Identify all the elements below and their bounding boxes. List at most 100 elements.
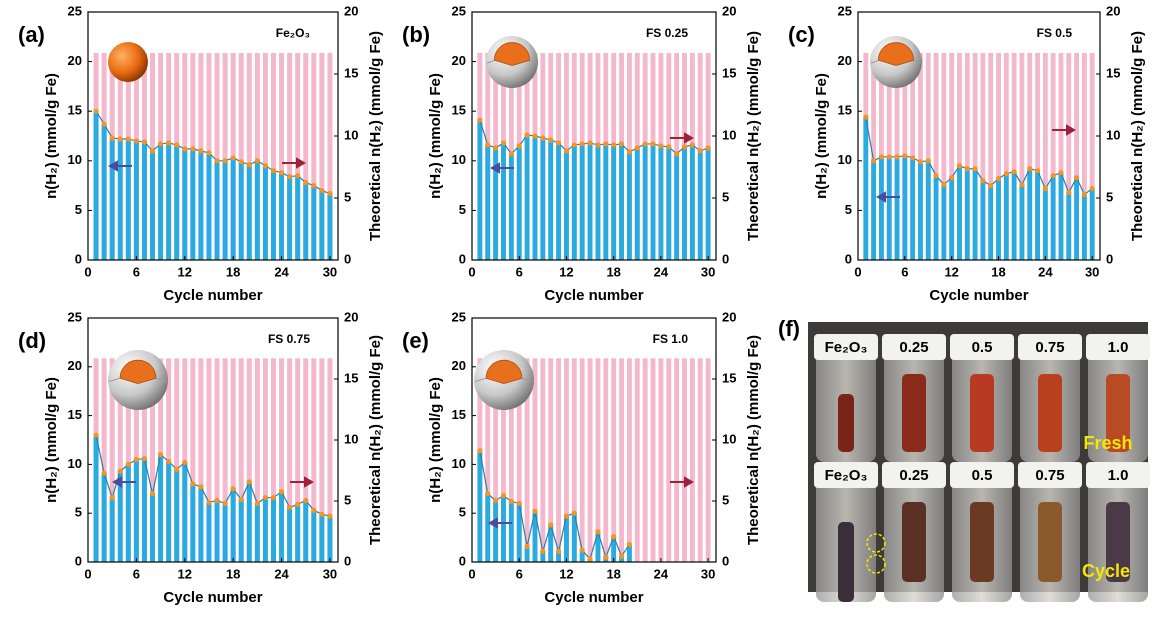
data-marker xyxy=(206,499,212,506)
vial-label: Fe₂O₃ xyxy=(825,467,868,484)
data-marker xyxy=(93,108,99,114)
theoretical-bar xyxy=(279,358,285,562)
x-tick-label: 0 xyxy=(468,264,475,279)
bar xyxy=(246,481,252,562)
data-marker xyxy=(894,154,900,160)
powder xyxy=(1106,374,1130,452)
bar xyxy=(117,471,123,562)
theoretical-bar xyxy=(230,358,236,562)
data-marker xyxy=(246,162,252,168)
y2-tick-label: 20 xyxy=(1106,3,1120,18)
bar xyxy=(287,176,293,260)
data-marker xyxy=(595,142,601,148)
data-marker xyxy=(508,151,514,157)
data-line xyxy=(95,110,331,195)
data-marker xyxy=(516,143,522,149)
data-marker xyxy=(117,136,123,142)
theoretical-bar xyxy=(611,358,617,562)
theoretical-bar xyxy=(501,358,506,562)
bar xyxy=(689,144,695,260)
panel-label: (d) xyxy=(18,328,46,353)
bar xyxy=(524,135,530,260)
data-marker xyxy=(642,141,648,147)
data-marker xyxy=(174,466,180,472)
data-marker xyxy=(174,142,180,148)
data-marker xyxy=(972,166,978,172)
data-marker xyxy=(246,479,252,485)
y-tick-label: 15 xyxy=(68,407,82,422)
bar xyxy=(198,150,204,260)
particle-cut xyxy=(109,377,167,382)
bar xyxy=(319,514,325,562)
bar xyxy=(501,142,506,260)
x-tick-label: 18 xyxy=(606,566,620,581)
bar xyxy=(918,161,923,260)
data-marker xyxy=(886,154,892,160)
y-axis-label: n(H₂) (mmol/g Fe) xyxy=(43,73,60,199)
bar xyxy=(327,516,333,562)
powder xyxy=(1038,374,1062,452)
theoretical-bar xyxy=(682,358,687,562)
theoretical-bar xyxy=(689,358,695,562)
theoretical-bar xyxy=(705,358,711,562)
theoretical-bar xyxy=(603,358,609,562)
data-marker xyxy=(956,163,963,169)
bar xyxy=(101,124,107,260)
bar xyxy=(878,156,884,260)
theoretical-bar xyxy=(532,358,538,562)
theoretical-bar xyxy=(658,358,664,562)
x-tick-label: 18 xyxy=(606,264,620,279)
bar xyxy=(674,153,680,260)
data-marker xyxy=(1089,185,1095,192)
bar xyxy=(262,165,268,260)
bar xyxy=(988,185,994,260)
data-marker xyxy=(579,547,585,553)
theoretical-bar xyxy=(327,358,333,562)
bar xyxy=(1081,194,1087,260)
theoretical-bar xyxy=(595,358,601,562)
x-tick-label: 24 xyxy=(274,264,289,279)
bar xyxy=(230,488,236,562)
data-marker xyxy=(287,504,293,510)
bar xyxy=(238,499,244,562)
bar xyxy=(311,510,317,562)
data-marker xyxy=(697,148,703,154)
data-marker xyxy=(190,481,196,487)
theoretical-bar xyxy=(295,52,301,260)
y2-axis-label: Theoretical n(H₂) (mmol/g Fe) xyxy=(367,335,384,545)
bar xyxy=(548,139,554,260)
bar xyxy=(230,157,236,260)
y-tick-label: 25 xyxy=(68,3,82,18)
sample-label: FS 0.75 xyxy=(268,332,310,346)
bar xyxy=(198,486,204,562)
data-marker xyxy=(1027,166,1033,172)
bar xyxy=(125,464,131,562)
data-marker xyxy=(198,148,204,154)
vial-label: 1.0 xyxy=(1108,467,1129,484)
bar xyxy=(556,142,562,260)
data-marker xyxy=(548,137,554,143)
data-marker xyxy=(319,511,325,517)
data-marker xyxy=(548,522,554,528)
panel-label: (b) xyxy=(402,22,430,47)
bar xyxy=(493,147,499,260)
theoretical-bar xyxy=(319,52,325,260)
theoretical-bar xyxy=(1035,52,1040,260)
y2-tick-label: 10 xyxy=(722,431,736,446)
data-marker xyxy=(500,493,507,499)
y-tick-label: 15 xyxy=(452,103,466,118)
theoretical-bar xyxy=(125,358,131,562)
bar xyxy=(262,497,268,562)
y2-tick-label: 0 xyxy=(722,251,729,266)
theoretical-bar xyxy=(311,358,317,562)
bar xyxy=(295,175,301,260)
powder xyxy=(902,502,926,582)
axis-arrow xyxy=(290,476,315,488)
theoretical-bar xyxy=(238,358,244,562)
y-tick-label: 15 xyxy=(68,103,82,118)
data-marker xyxy=(311,183,317,189)
bar xyxy=(190,148,196,260)
bar xyxy=(93,435,99,562)
data-marker xyxy=(587,556,593,562)
bar xyxy=(705,147,711,260)
